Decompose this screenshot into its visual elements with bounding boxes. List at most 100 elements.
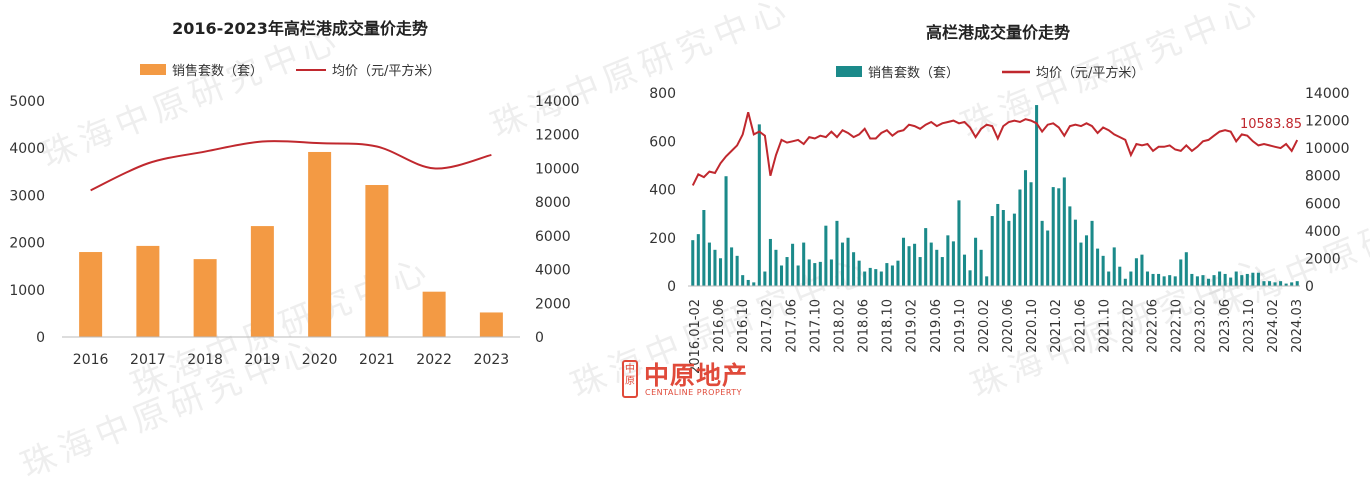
legend-bar-swatch — [140, 64, 166, 75]
right-tick-label: 2000 — [1305, 251, 1341, 267]
right-tick-label: 14000 — [1305, 86, 1350, 102]
bar — [696, 234, 700, 286]
bar — [1157, 273, 1161, 286]
x-tick-label: 2022 — [416, 352, 452, 368]
x-tick-label: 2018.06 — [857, 299, 872, 353]
bar — [691, 240, 695, 286]
bar — [796, 265, 800, 286]
chart-legend: 销售套数（套） 均价（元/平方米） — [140, 63, 440, 79]
bar — [913, 243, 917, 286]
bar — [940, 257, 944, 286]
bar — [824, 225, 828, 286]
bar — [1062, 177, 1066, 286]
left-tick-label: 4000 — [9, 141, 45, 157]
company-logo: 中原 中原地产 CENTALINE PROPERTY — [622, 356, 762, 402]
bar — [79, 252, 103, 337]
bar — [1040, 220, 1044, 286]
bar — [1273, 282, 1277, 286]
bar — [774, 249, 778, 286]
bar — [718, 258, 723, 286]
price-line — [90, 140, 492, 192]
bar — [879, 271, 883, 286]
bar — [791, 243, 795, 286]
bar — [918, 257, 922, 286]
x-tick-label: 2016.01-02 — [688, 299, 703, 374]
bar — [1190, 273, 1194, 286]
bar — [1046, 230, 1050, 286]
bar — [929, 242, 933, 286]
bar — [1173, 276, 1177, 286]
bar — [1101, 255, 1105, 286]
bar — [1029, 182, 1033, 286]
bar — [702, 210, 706, 286]
bar — [813, 263, 817, 286]
bar — [724, 176, 728, 286]
bar — [1290, 282, 1294, 286]
left-tick-label: 0 — [667, 279, 676, 295]
bar — [1195, 276, 1199, 286]
bar — [1262, 281, 1266, 286]
bar — [829, 259, 833, 286]
logo-chinese-name: 中原地产 — [644, 361, 749, 390]
legend-bar-label: 销售套数（套） — [868, 65, 959, 81]
x-tick-label: 2023.10 — [1242, 299, 1257, 353]
bars — [79, 151, 503, 337]
bar — [846, 237, 850, 286]
x-tick-label: 2017.02 — [760, 299, 775, 353]
x-tick-label: 2016.10 — [736, 299, 751, 353]
x-tick-label: 2019.10 — [953, 299, 968, 353]
x-tick-label: 2017.06 — [784, 299, 799, 353]
bar — [1218, 271, 1222, 286]
bar — [1223, 273, 1227, 286]
logo-english-name: CENTALINE PROPERTY — [645, 388, 743, 397]
bar — [957, 200, 961, 286]
bar — [968, 270, 972, 286]
right-tick-label: 12000 — [535, 128, 580, 144]
chart-title: 2016-2023年高栏港成交量价走势 — [172, 19, 428, 38]
bar — [1251, 272, 1255, 286]
right-tick-label: 0 — [535, 330, 544, 346]
bar — [1118, 266, 1122, 286]
bar — [835, 220, 839, 286]
bar — [1096, 248, 1100, 286]
bar — [752, 282, 756, 286]
bar — [840, 242, 845, 286]
right-tick-label: 8000 — [535, 195, 571, 211]
bar — [885, 263, 889, 286]
bar — [1057, 188, 1061, 286]
bar — [935, 249, 939, 286]
x-tick-label: 2019.02 — [905, 299, 920, 353]
x-tick-label: 2021 — [359, 352, 395, 368]
bars — [691, 105, 1299, 286]
bar — [763, 271, 767, 286]
x-tick-label: 2024.03 — [1290, 299, 1305, 353]
bar — [1162, 276, 1166, 286]
bar — [1140, 254, 1144, 286]
bar — [768, 238, 772, 286]
bar — [1256, 272, 1260, 286]
right-tick-label: 6000 — [535, 229, 571, 245]
bar — [1284, 283, 1288, 286]
bar — [1090, 220, 1094, 286]
bar — [1179, 259, 1183, 286]
legend-line-label: 均价（元/平方米） — [332, 63, 440, 79]
bar — [951, 241, 955, 286]
bar — [308, 151, 332, 337]
left-axis-ticks: 0 1000 2000 3000 4000 5000 — [9, 94, 45, 346]
left-tick-label: 400 — [649, 183, 676, 199]
bar — [1295, 281, 1299, 286]
bar — [1007, 220, 1011, 286]
price-line — [691, 112, 1299, 186]
bar — [1134, 258, 1138, 286]
bar — [946, 235, 950, 286]
bar — [735, 255, 739, 286]
x-tick-label: 2019 — [245, 352, 281, 368]
x-tick-label: 2017.10 — [808, 299, 823, 353]
logo-mark: 中原 — [622, 360, 638, 398]
x-tick-label: 2016.06 — [712, 299, 727, 353]
bar — [757, 124, 761, 286]
left-tick-label: 2000 — [9, 236, 45, 252]
bar — [422, 291, 446, 337]
bar — [785, 257, 789, 286]
bar — [852, 252, 856, 286]
